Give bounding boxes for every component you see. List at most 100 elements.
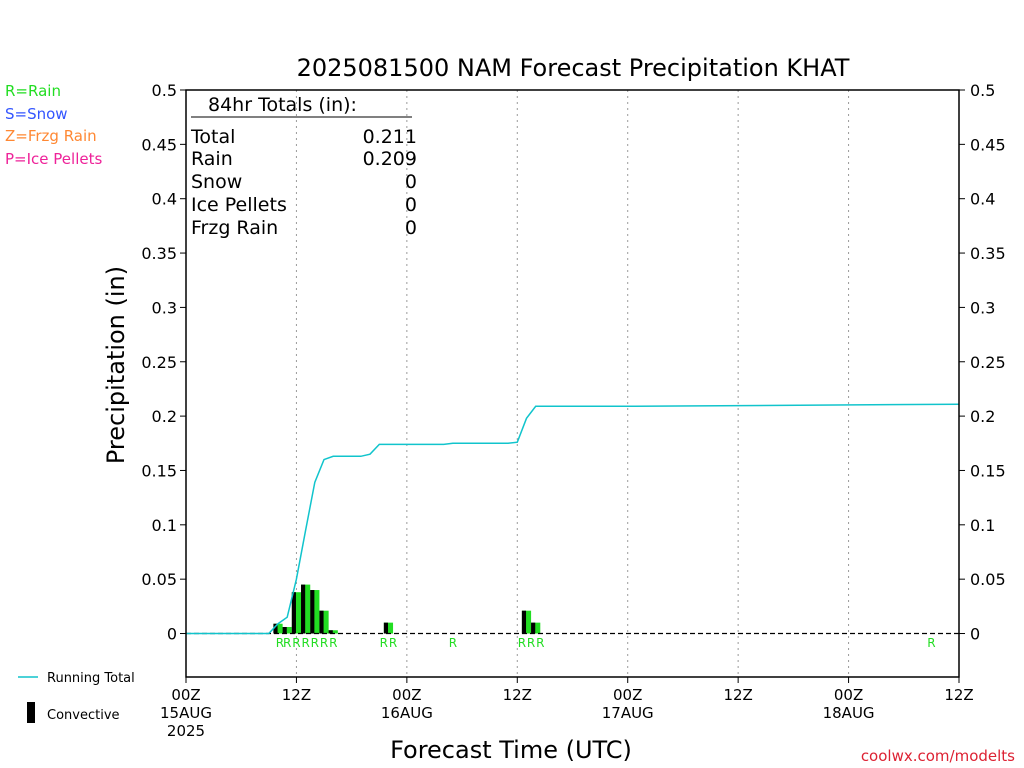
precip-bar bbox=[282, 626, 292, 634]
x-tick-label: 00Z bbox=[392, 686, 421, 704]
ptype-legend-ice-pellets: P=Ice Pellets bbox=[5, 150, 102, 168]
legend-running-total-label: Running Total bbox=[47, 671, 135, 686]
y-tick-label-right: 0.45 bbox=[970, 135, 1006, 154]
ptype-marker: R bbox=[292, 636, 300, 650]
y-tick-label-right: 0.25 bbox=[970, 353, 1006, 372]
x-axis-label: Forecast Time (UTC) bbox=[390, 736, 632, 764]
y-tick-label-left: 0.25 bbox=[141, 353, 177, 372]
series-legend: Running Total Convective bbox=[18, 671, 135, 723]
totals-label-frzg-rain: Frzg Rain bbox=[191, 217, 278, 239]
precip-bar bbox=[310, 590, 320, 634]
ptype-marker: R bbox=[301, 636, 309, 650]
ptype-marker: R bbox=[927, 636, 935, 650]
x-tick-label: 12Z bbox=[944, 686, 973, 704]
convective-bar bbox=[282, 626, 287, 634]
credit-label: coolwx.com/modelts bbox=[861, 747, 1015, 765]
ptype-marker: R bbox=[449, 636, 457, 650]
convective-bar bbox=[291, 592, 296, 634]
totals-heading: 84hr Totals (in): bbox=[208, 94, 357, 116]
y-tick-label-right: 0.5 bbox=[970, 81, 995, 100]
y-tick-label-right: 0.3 bbox=[970, 298, 995, 317]
y-tick-label-left: 0.45 bbox=[141, 135, 177, 154]
x-tick-label: 17AUG bbox=[602, 704, 654, 722]
totals-box: 84hr Totals (in): Total 0.211 Rain 0.209… bbox=[190, 94, 417, 239]
totals-value-snow: 0 bbox=[405, 171, 417, 193]
totals-label-snow: Snow bbox=[191, 171, 242, 193]
legend-convective-label: Convective bbox=[47, 708, 120, 723]
y-tick-label-right: 0.15 bbox=[970, 461, 1006, 480]
ptype-marker: R bbox=[329, 636, 337, 650]
y-tick-label-right: 0.35 bbox=[970, 244, 1006, 263]
y-tick-label-left: 0 bbox=[167, 625, 177, 644]
totals-value-total: 0.211 bbox=[363, 126, 417, 148]
grid-lines bbox=[295, 90, 850, 677]
precip-bar bbox=[521, 610, 532, 634]
legend-convective-swatch bbox=[27, 702, 35, 723]
ptype-legend-snow: S=Snow bbox=[5, 105, 68, 123]
totals-label-total: Total bbox=[190, 126, 235, 148]
totals-value-ice-pellets: 0 bbox=[405, 194, 417, 216]
convective-bar bbox=[273, 623, 278, 634]
y-axis-label: Precipitation (in) bbox=[102, 266, 130, 464]
precip-bar bbox=[319, 610, 329, 634]
y-tick-label-left: 0.3 bbox=[152, 298, 177, 317]
totals-label-ice-pellets: Ice Pellets bbox=[191, 194, 287, 216]
y-tick-label-left: 0.5 bbox=[152, 81, 177, 100]
y-tick-label-left: 0.4 bbox=[152, 190, 177, 209]
y-tick-label-right: 0.05 bbox=[970, 570, 1006, 589]
ptype-legend: R=Rain S=Snow Z=Frzg Rain P=Ice Pellets bbox=[5, 82, 102, 168]
y-axis-ticks: 0 00.05 0.050.1 0.10.15 0.150.2 0.20.25 0.250.… bbox=[141, 81, 1005, 644]
ptype-legend-rain: R=Rain bbox=[5, 82, 61, 100]
x-tick-label: 00Z bbox=[613, 686, 642, 704]
precip-bar bbox=[531, 622, 541, 634]
x-tick-label: 12Z bbox=[503, 686, 532, 704]
y-tick-label-right: 0 bbox=[970, 625, 980, 644]
ptype-marker: R bbox=[311, 636, 319, 650]
y-tick-label-left: 0.05 bbox=[141, 570, 177, 589]
precip-bars bbox=[273, 584, 541, 634]
convective-bar bbox=[319, 610, 324, 634]
x-tick-label: 12Z bbox=[282, 686, 311, 704]
ptype-marker: R bbox=[518, 636, 526, 650]
precip-bar bbox=[301, 584, 311, 634]
convective-bar bbox=[301, 584, 306, 634]
convective-bar bbox=[521, 610, 527, 634]
chart-title: 2025081500 NAM Forecast Precipitation KH… bbox=[297, 54, 850, 82]
x-tick-label: 16AUG bbox=[381, 704, 433, 722]
totals-value-frzg-rain: 0 bbox=[405, 217, 417, 239]
ptype-marker: R bbox=[380, 636, 388, 650]
x-tick-label: 00Z bbox=[834, 686, 863, 704]
y-tick-label-left: 0.2 bbox=[152, 407, 177, 426]
convective-bar bbox=[310, 590, 315, 634]
x-tick-label: 00Z bbox=[171, 686, 200, 704]
x-tick-label: 15AUG bbox=[160, 704, 212, 722]
ptype-marker: R bbox=[527, 636, 535, 650]
convective-bar bbox=[328, 630, 333, 634]
ptype-legend-frzg-rain: Z=Frzg Rain bbox=[5, 127, 97, 145]
precip-bar bbox=[328, 630, 338, 634]
y-tick-label-right: 0.4 bbox=[970, 190, 995, 209]
ptype-marker: R bbox=[283, 636, 291, 650]
precip-bar bbox=[291, 592, 302, 634]
ptype-marker: R bbox=[276, 636, 284, 650]
y-tick-label-left: 0.15 bbox=[141, 461, 177, 480]
convective-bar bbox=[531, 622, 536, 634]
y-tick-label-right: 0.2 bbox=[970, 407, 995, 426]
totals-label-rain: Rain bbox=[191, 148, 233, 170]
convective-bar bbox=[383, 622, 388, 634]
x-tick-label: 12Z bbox=[723, 686, 752, 704]
x-tick-label: 18AUG bbox=[823, 704, 875, 722]
ptype-marker: R bbox=[320, 636, 328, 650]
y-tick-label-left: 0.1 bbox=[152, 516, 177, 535]
plot-frame bbox=[185, 89, 960, 678]
x-tick-label: 2025 bbox=[167, 722, 205, 740]
precip-bar bbox=[273, 623, 283, 634]
totals-value-rain: 0.209 bbox=[363, 148, 417, 170]
y-tick-label-left: 0.35 bbox=[141, 244, 177, 263]
ptype-marker: R bbox=[389, 636, 397, 650]
ptype-marker: R bbox=[536, 636, 544, 650]
running-total-line bbox=[186, 403, 960, 635]
